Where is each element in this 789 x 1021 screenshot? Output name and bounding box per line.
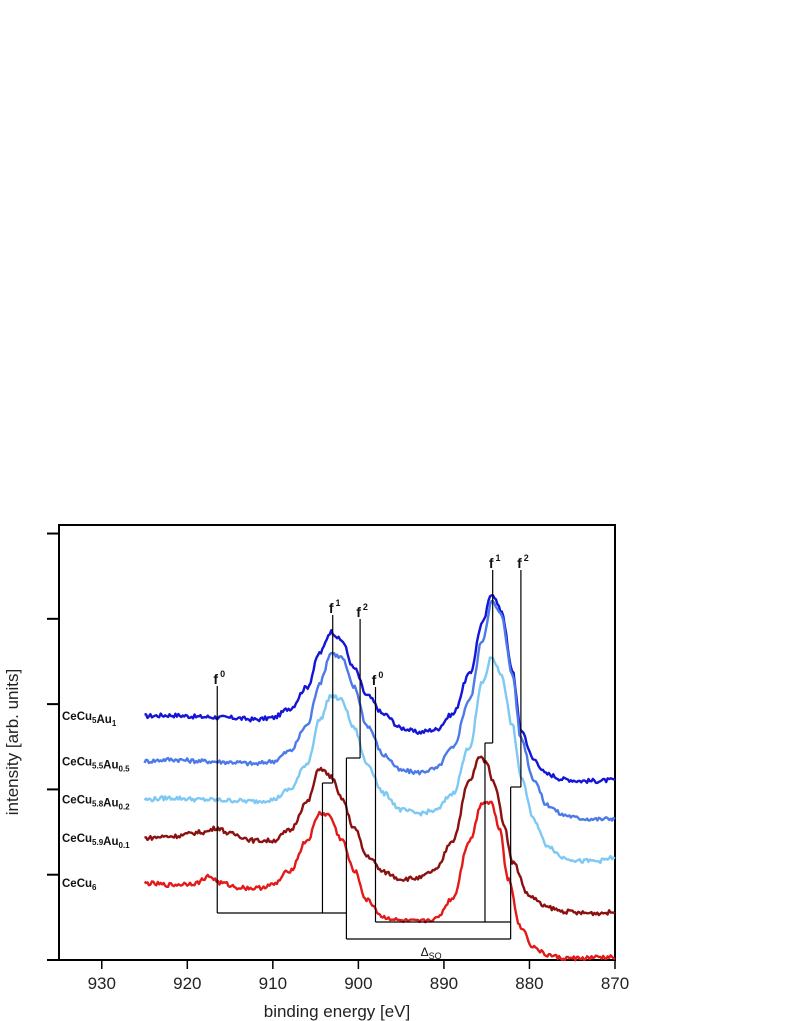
x-tick-label: 890	[430, 974, 458, 993]
x-tick-label: 920	[173, 974, 201, 993]
series-label-0: CeCu5Au1	[62, 711, 117, 728]
y-axis-ticks	[47, 532, 59, 961]
y-axis-label: intensity [arb. units]	[3, 669, 22, 815]
plot-frame	[58, 524, 616, 961]
x-tick-label: 900	[344, 974, 372, 993]
series-label-layer: CeCu5Au1 CeCu5.5Au0.5 CeCu5.8Au0.2 CeCu5.9A…	[62, 711, 130, 892]
x-axis-label: binding energy [eV]	[264, 1002, 411, 1021]
series-line-4	[143, 800, 616, 962]
x-tick-label: 910	[259, 974, 287, 993]
annotation-layer: f 0 f 1 f 2 f 0 f 1 f 2 ΔSO	[213, 553, 528, 961]
series-line-1	[143, 599, 616, 822]
series-label-2: CeCu5.8Au0.2	[62, 795, 130, 812]
plot-area-border	[58, 524, 616, 961]
x-tick-label: 930	[88, 974, 116, 993]
series-label-4: CeCu6	[62, 878, 97, 892]
series-label-3: CeCu5.9Au0.1	[62, 833, 130, 850]
x-tick-label: 880	[515, 974, 543, 993]
series-label-1: CeCu5.5Au0.5	[62, 756, 130, 773]
series-layer	[143, 594, 616, 962]
series-line-3	[144, 755, 616, 917]
spin-orbit-label: ΔSO	[421, 945, 442, 961]
x-tick-label: 870	[601, 974, 629, 993]
x-axis-ticks: 930 920 910 900 890 880 870	[88, 960, 629, 993]
series-line-0	[144, 594, 616, 785]
series-line-2	[143, 656, 616, 865]
